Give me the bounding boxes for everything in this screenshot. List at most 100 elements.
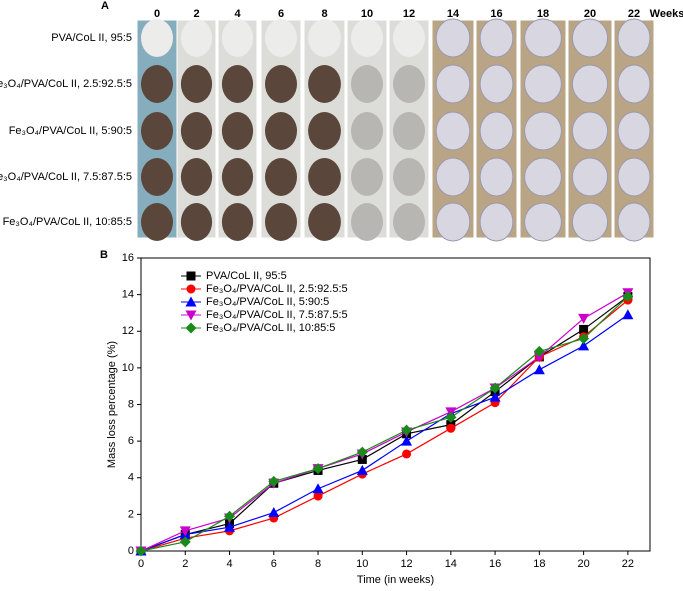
row-label: Fe₃O₄/PVA/CoL II, 7.5:87.5:5 (0, 171, 132, 183)
column-label: 20 (584, 8, 596, 20)
x-axis-title: Time (in weeks) (357, 574, 434, 586)
legend-marker (185, 310, 197, 321)
marker (533, 352, 545, 363)
marker (313, 491, 323, 501)
sample-disk (180, 19, 213, 57)
sample-disk (180, 65, 213, 103)
marker (224, 510, 236, 522)
sample-disk (435, 18, 471, 58)
sample-disk (180, 112, 213, 150)
marker (579, 324, 589, 334)
sample-disk (351, 19, 383, 57)
sample-disk (141, 158, 173, 196)
sample-disk (141, 19, 173, 57)
sample-disk (524, 157, 562, 197)
marker (312, 463, 324, 475)
column-label: 12 (403, 8, 415, 20)
y-tick-label: 4 (128, 472, 134, 484)
marker (578, 333, 590, 345)
marker (446, 423, 456, 433)
column-label: 16 (490, 8, 502, 20)
column-label: 14 (447, 8, 460, 20)
sample-disk (435, 157, 471, 197)
line (140, 295, 629, 552)
sample-disk (393, 112, 425, 150)
y-tick-label: 0 (128, 545, 134, 557)
marker (135, 545, 147, 557)
sample-disk (141, 203, 173, 241)
y-tick-label: 16 (122, 252, 134, 264)
sample-disk (221, 112, 254, 150)
sample-disk (393, 19, 425, 57)
sample-disk (479, 157, 514, 197)
y-tick-label: 8 (128, 398, 134, 410)
sample-disk (180, 158, 213, 196)
sample-disk (308, 158, 341, 196)
marker (445, 411, 457, 423)
line (140, 296, 629, 552)
legend-label: Fe₃O₄/PVA/CoL II, 10:85:5 (206, 322, 335, 334)
sample-disk (221, 19, 254, 57)
row-label: Fe₃O₄/PVA/CoL II, 5:90:5 (9, 125, 132, 137)
sample-disk (479, 111, 514, 151)
sample-disk (221, 65, 254, 103)
column-label: 2 (193, 8, 199, 20)
sample-disk (617, 202, 651, 242)
x-tick-label: 12 (400, 558, 412, 570)
sample-disk (221, 203, 254, 241)
sample-disk (524, 111, 562, 151)
marker (401, 424, 413, 436)
marker (356, 446, 368, 458)
marker (402, 449, 412, 459)
marker (622, 309, 634, 320)
panel-label: A (101, 0, 109, 12)
sample-disk (265, 19, 297, 57)
y-tick-label: 12 (122, 325, 134, 337)
row-label: PVA/CoL II, 95:5 (51, 32, 132, 44)
y-tick-label: 10 (122, 362, 134, 374)
marker (533, 345, 545, 357)
column-label: 18 (537, 8, 549, 20)
row-label: Fe₃O₄/PVA/CoL II, 2.5:92.5:5 (0, 78, 132, 90)
sample-disk (571, 111, 609, 151)
column-label: 4 (234, 8, 241, 20)
marker (312, 483, 324, 494)
x-tick-label: 4 (226, 558, 232, 570)
sample-disk (571, 202, 609, 242)
sample-disk (435, 111, 471, 151)
x-tick-label: 18 (533, 558, 545, 570)
sample-disk (351, 203, 383, 241)
x-tick-label: 22 (622, 558, 634, 570)
legend-label: PVA/CoL II, 95:5 (206, 270, 287, 282)
sample-disk (221, 158, 254, 196)
column-label: 6 (278, 8, 284, 20)
sample-disk (617, 157, 651, 197)
legend-marker (186, 271, 196, 281)
sample-disk (351, 112, 383, 150)
sample-disk (265, 203, 297, 241)
sample-disk (265, 65, 297, 103)
marker (268, 475, 280, 487)
x-tick-label: 0 (138, 558, 144, 570)
sample-disk (479, 64, 514, 104)
marker (356, 464, 368, 475)
photo-grid (136, 18, 655, 242)
legend-label: Fe₃O₄/PVA/CoL II, 2.5:92.5:5 (206, 283, 348, 295)
sample-disk (571, 18, 609, 58)
column-header: Weeks (650, 8, 683, 20)
sample-disk (617, 18, 651, 58)
sample-disk (308, 19, 341, 57)
legend-label: Fe₃O₄/PVA/CoL II, 7.5:87.5:5 (206, 309, 348, 321)
marker (622, 290, 634, 302)
sample-disk (351, 65, 383, 103)
marker (224, 521, 236, 532)
sample-disk (393, 203, 425, 241)
sample-disk (308, 65, 341, 103)
legend-marker (185, 296, 197, 307)
legend-marker (186, 284, 196, 294)
sample-disk (265, 112, 297, 150)
sample-disk (308, 203, 341, 241)
panel-label: B (100, 249, 108, 261)
marker (179, 526, 191, 537)
